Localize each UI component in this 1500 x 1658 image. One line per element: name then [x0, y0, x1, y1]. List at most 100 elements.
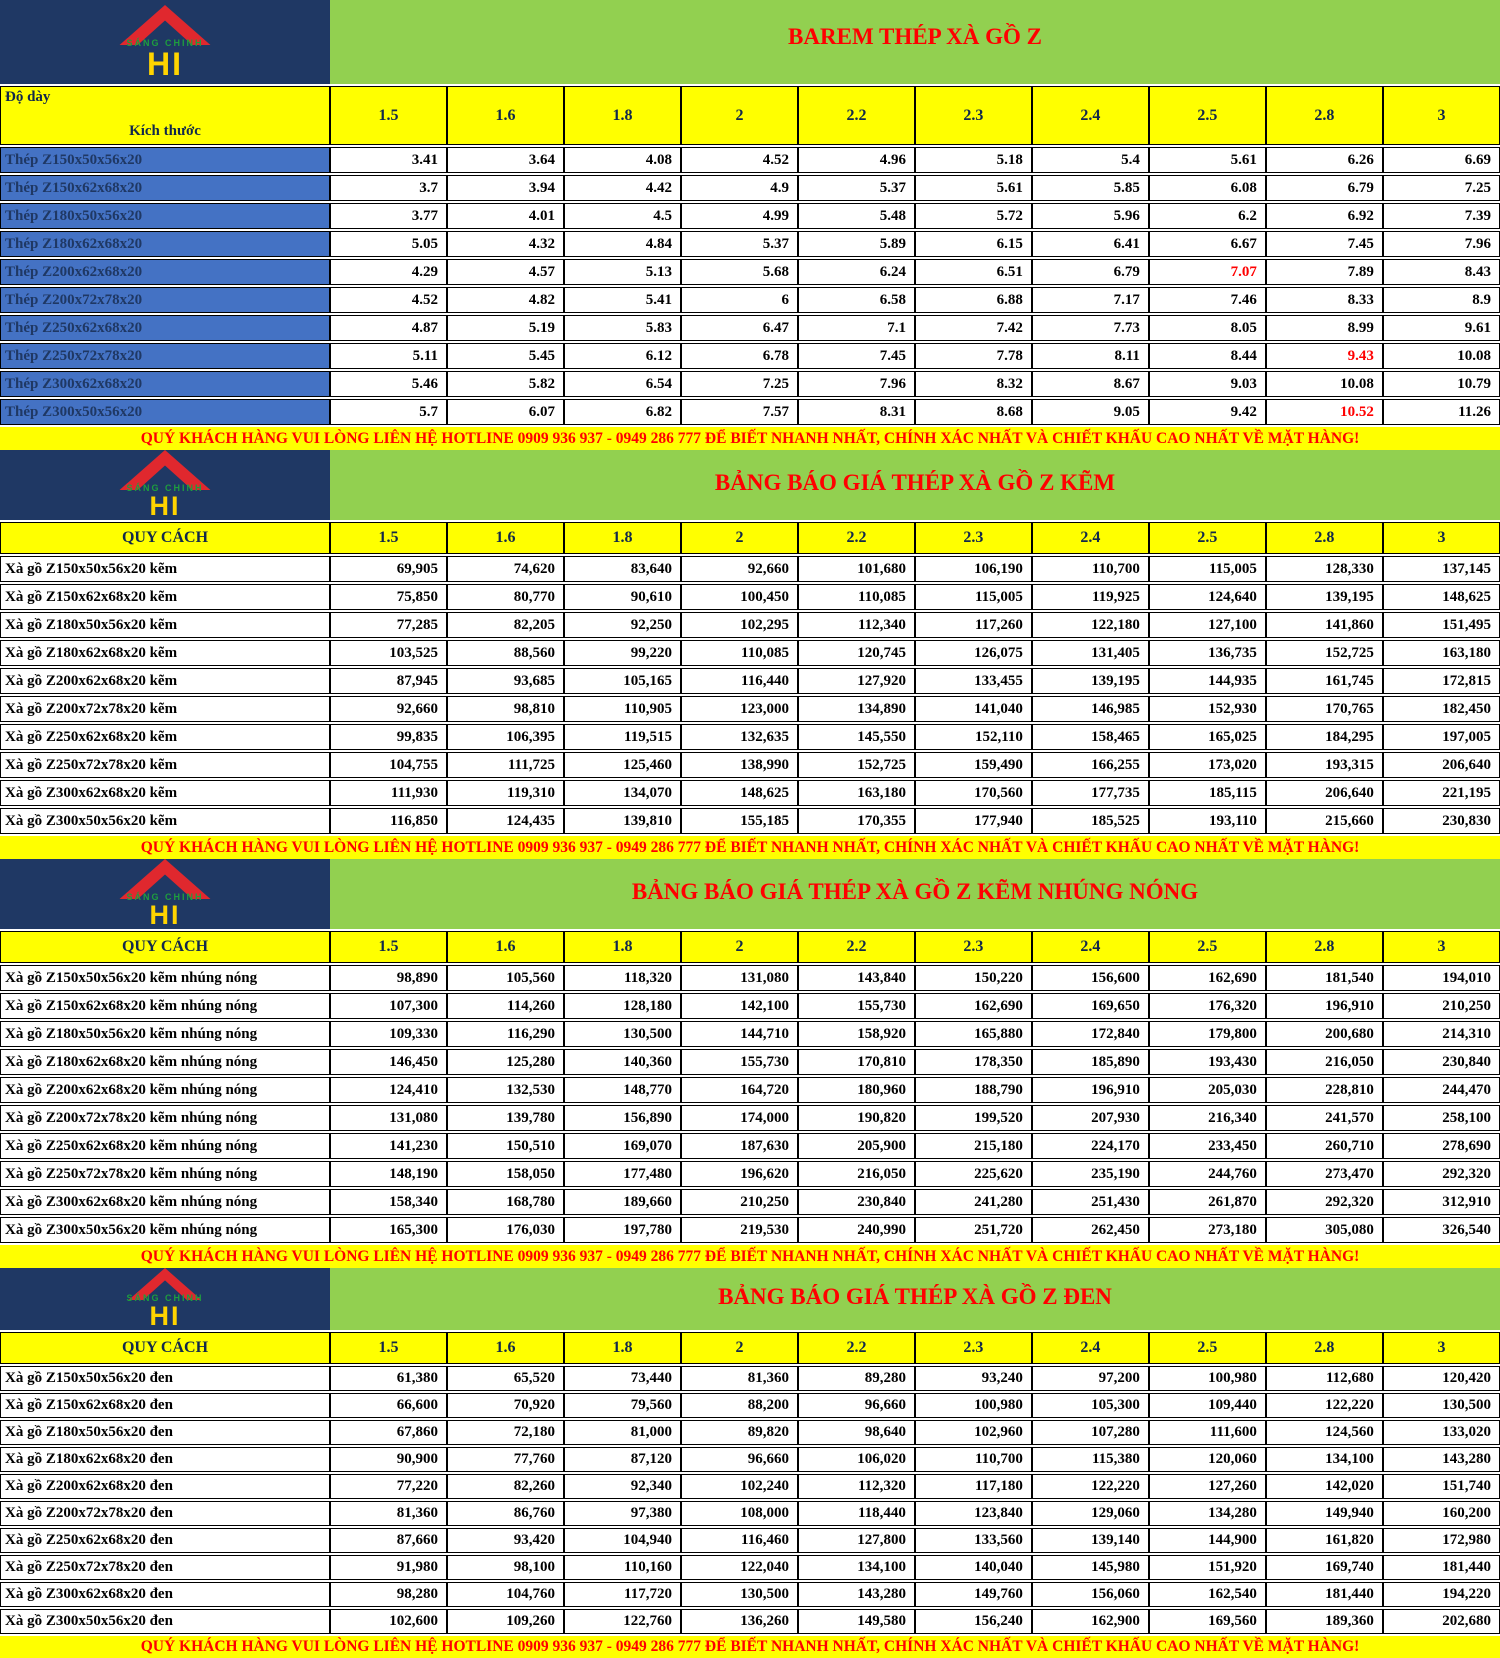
table-row: Thép Z300x50x56x20 5.7 6.07 6.82 7.57 8.31 8.6… — [0, 399, 1500, 425]
price-cell: 8.9 — [1382, 287, 1500, 313]
price-cell: 162,690 — [914, 993, 1032, 1019]
price-cell: 100,980 — [1148, 1366, 1266, 1391]
table-row: Xà gồ Z180x50x56x20 kẽm 77,285 82,205 92,25… — [0, 612, 1500, 638]
price-cell: 4.96 — [797, 147, 915, 173]
price-cell: 326,540 — [1382, 1217, 1500, 1243]
price-cell: 251,720 — [914, 1217, 1032, 1243]
price-cell: 150,510 — [447, 1133, 564, 1159]
price-cell: 164,720 — [680, 1077, 798, 1103]
black-steel-price-section: SÁNG CHINH HI BẢNG BÁO GIÁ THÉP XÀ GỒ Z … — [0, 1268, 1500, 1658]
price-cell: 143,840 — [797, 965, 915, 991]
company-logo: SÁNG CHINH HI — [0, 450, 330, 520]
price-cell: 149,760 — [914, 1582, 1032, 1607]
thickness-column-header: 2.3 — [914, 86, 1032, 145]
price-cell: 116,290 — [447, 1021, 564, 1047]
corner-header: Độ dày Kích thước — [0, 86, 331, 145]
price-cell: 7.25 — [1382, 175, 1500, 201]
price-cell: 127,920 — [797, 668, 915, 694]
price-cell: 5.13 — [563, 259, 681, 285]
thickness-column-header: 2.2 — [797, 931, 915, 963]
price-cell: 92,340 — [563, 1474, 681, 1499]
price-table: QUY CÁCH 1.5 1.6 1.8 2 2.2 2.3 2.4 2.5 2.8 3 Xà gồ … — [0, 1330, 1500, 1636]
price-cell: 5.85 — [1031, 175, 1149, 201]
price-cell: 11.26 — [1382, 399, 1500, 425]
price-cell: 7.25 — [680, 371, 798, 397]
price-cell: 169,560 — [1148, 1609, 1266, 1634]
price-cell: 133,560 — [914, 1528, 1032, 1553]
price-cell: 122,180 — [1031, 612, 1149, 638]
price-cell: 124,560 — [1265, 1420, 1383, 1445]
price-cell: 5.41 — [563, 287, 681, 313]
column-header-row: QUY CÁCH 1.5 1.6 1.8 2 2.2 2.3 2.4 2.5 2.8 3 — [0, 931, 1500, 963]
price-cell: 169,740 — [1265, 1555, 1383, 1580]
price-cell: 5.48 — [797, 203, 915, 229]
price-cell: 261,870 — [1148, 1189, 1266, 1215]
thickness-column-header: 3 — [1382, 1332, 1500, 1364]
price-cell: 8.32 — [914, 371, 1032, 397]
table-row: Xà gồ Z200x62x68x20 kẽm nhúng nóng 124,41… — [0, 1077, 1500, 1103]
price-cell: 111,600 — [1148, 1420, 1266, 1445]
price-cell: 142,100 — [680, 993, 798, 1019]
row-label: Thép Z300x62x68x20 — [0, 371, 331, 397]
price-cell: 156,600 — [1031, 965, 1149, 991]
price-cell: 124,410 — [330, 1077, 447, 1103]
price-cell: 216,050 — [797, 1161, 915, 1187]
price-cell: 98,100 — [447, 1555, 564, 1580]
row-label: Thép Z180x62x68x20 — [0, 231, 331, 257]
price-cell: 225,620 — [914, 1161, 1032, 1187]
price-cell: 4.52 — [680, 147, 798, 173]
price-cell: 179,800 — [1148, 1021, 1266, 1047]
price-cell: 152,725 — [797, 752, 915, 778]
price-cell: 125,280 — [447, 1049, 564, 1075]
price-cell: 139,780 — [447, 1105, 564, 1131]
price-cell: 199,520 — [914, 1105, 1032, 1131]
price-cell: 188,790 — [914, 1077, 1032, 1103]
price-cell: 118,440 — [797, 1501, 915, 1526]
price-cell: 143,280 — [1382, 1447, 1500, 1472]
price-cell: 206,640 — [1265, 780, 1383, 806]
brand-name: SÁNG CHINH — [126, 1293, 204, 1303]
thickness-column-header: 2.4 — [1031, 1332, 1149, 1364]
row-label: Xà gồ Z300x62x68x20 đen — [0, 1582, 331, 1607]
price-cell: 102,960 — [914, 1420, 1032, 1445]
price-cell: 144,900 — [1148, 1528, 1266, 1553]
price-cell: 72,180 — [447, 1420, 564, 1445]
price-cell: 91,980 — [330, 1555, 447, 1580]
price-cell: 6 — [680, 287, 798, 313]
price-cell: 132,530 — [447, 1077, 564, 1103]
row-label: Xà gồ Z200x62x68x20 kẽm nhúng nóng — [0, 1077, 331, 1103]
row-label: Xà gồ Z180x62x68x20 kẽm nhúng nóng — [0, 1049, 331, 1075]
price-cell: 136,735 — [1148, 640, 1266, 666]
price-cell: 109,330 — [330, 1021, 447, 1047]
price-cell: 200,680 — [1265, 1021, 1383, 1047]
price-cell: 7.1 — [797, 315, 915, 341]
price-cell: 81,360 — [330, 1501, 447, 1526]
price-cell: 156,890 — [563, 1105, 681, 1131]
table-row: Xà gồ Z150x62x68x20 kẽm nhúng nóng 107,30… — [0, 993, 1500, 1019]
price-cell: 106,190 — [914, 556, 1032, 582]
price-cell: 176,030 — [447, 1217, 564, 1243]
price-cell: 82,205 — [447, 612, 564, 638]
price-table: QUY CÁCH 1.5 1.6 1.8 2 2.2 2.3 2.4 2.5 2.8 3 Xà gồ … — [0, 520, 1500, 836]
price-cell: 194,220 — [1382, 1582, 1500, 1607]
price-cell: 151,920 — [1148, 1555, 1266, 1580]
price-cell: 88,200 — [680, 1393, 798, 1418]
price-cell: 158,340 — [330, 1189, 447, 1215]
price-cell: 122,040 — [680, 1555, 798, 1580]
price-cell: 103,525 — [330, 640, 447, 666]
price-cell: 260,710 — [1265, 1133, 1383, 1159]
price-table: QUY CÁCH 1.5 1.6 1.8 2 2.2 2.3 2.4 2.5 2.8 3 Xà gồ … — [0, 929, 1500, 1245]
company-logo: SÁNG CHINH HI — [0, 1268, 330, 1330]
price-cell: 163,180 — [1382, 640, 1500, 666]
price-cell: 132,635 — [680, 724, 798, 750]
price-cell: 194,010 — [1382, 965, 1500, 991]
price-cell: 5.68 — [680, 259, 798, 285]
price-cell: 258,100 — [1382, 1105, 1500, 1131]
table-row: Xà gồ Z150x62x68x20 kẽm 75,850 80,770 90,61… — [0, 584, 1500, 610]
price-cell: 120,060 — [1148, 1447, 1266, 1472]
thickness-column-header: 2.5 — [1148, 522, 1266, 554]
table-row: Thép Z250x62x68x20 4.87 5.19 5.83 6.47 7.1 7.4… — [0, 315, 1500, 341]
price-cell: 124,640 — [1148, 584, 1266, 610]
table-row: Xà gồ Z300x62x68x20 kẽm nhúng nóng 158,34… — [0, 1189, 1500, 1215]
price-cell: 140,040 — [914, 1555, 1032, 1580]
